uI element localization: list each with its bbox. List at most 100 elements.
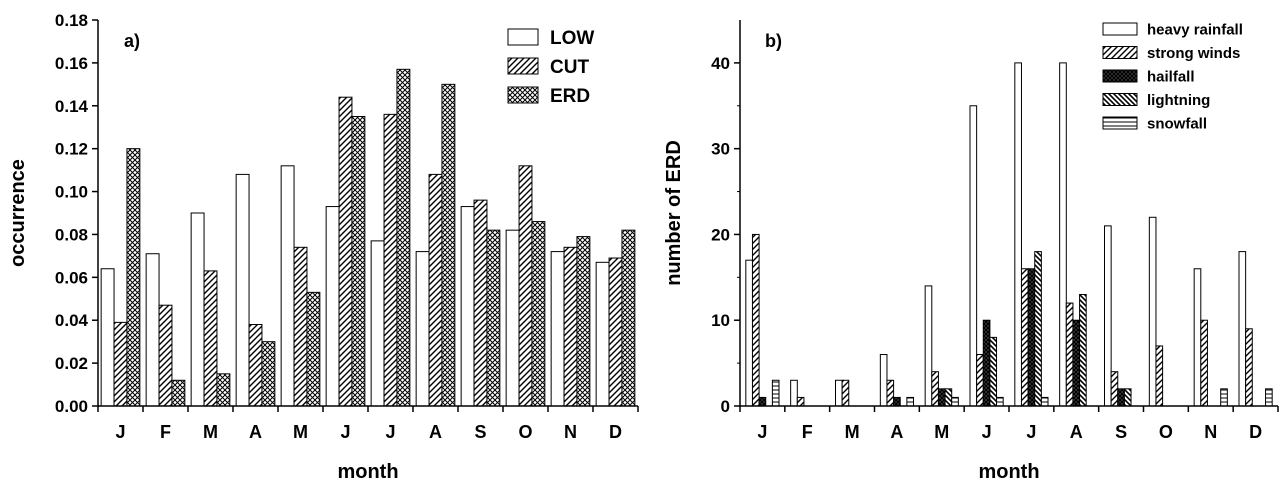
bar (1110, 371, 1119, 407)
legend-swatch (1102, 69, 1138, 83)
bar (1155, 345, 1164, 407)
bar (486, 229, 501, 407)
legend-swatch (507, 86, 539, 104)
bar (203, 270, 218, 407)
legend-label: lightning (1147, 92, 1210, 109)
x-tick-label: J (340, 422, 350, 442)
x-tick-label: A (249, 422, 262, 442)
bar (1034, 251, 1042, 407)
bar (1104, 225, 1112, 407)
bar (835, 379, 843, 407)
x-tick-label: M (203, 422, 218, 442)
x-tick-label: J (115, 422, 125, 442)
y-tick-label: 0.14 (55, 97, 89, 116)
bar (428, 173, 443, 407)
panel-label: b) (765, 31, 782, 51)
legend-label: LOW (550, 28, 594, 49)
legend-swatch (1102, 116, 1138, 130)
legend-swatch (507, 57, 539, 75)
legend-label: CUT (550, 57, 589, 78)
bar (621, 229, 636, 407)
bar (1123, 388, 1132, 407)
bar (1079, 293, 1087, 407)
bar (1059, 62, 1067, 407)
legend-swatch (1102, 93, 1138, 106)
x-tick-label: M (293, 422, 308, 442)
x-tick-label: S (1115, 422, 1127, 442)
bar (771, 379, 780, 407)
y-tick-label: 30 (711, 140, 730, 159)
bar (190, 212, 205, 407)
x-tick-label: J (757, 422, 767, 442)
bar (280, 165, 295, 407)
x-axis-label: month (337, 461, 398, 483)
bar (576, 236, 591, 407)
x-tick-label: O (1159, 422, 1173, 442)
legend-swatch (1102, 46, 1138, 59)
bar (976, 354, 984, 407)
bar (145, 253, 160, 407)
x-tick-label: A (1070, 422, 1083, 442)
x-tick-label: S (474, 422, 486, 442)
bar (441, 83, 456, 407)
bar (931, 371, 939, 407)
bar (325, 206, 340, 407)
legend-swatch (1102, 22, 1138, 36)
x-tick-label: A (429, 422, 442, 442)
bar (893, 396, 901, 407)
bar (1020, 268, 1029, 407)
bar (216, 373, 231, 407)
legend-label: strong winds (1147, 45, 1240, 62)
bar (248, 324, 263, 407)
bar (235, 173, 250, 407)
x-tick-label: D (609, 422, 622, 442)
bar (951, 396, 959, 407)
bar (1265, 388, 1273, 407)
bar (1148, 216, 1157, 407)
x-tick-label: N (1204, 422, 1217, 442)
y-tick-label: 0 (721, 397, 730, 416)
y-tick-label: 0.00 (55, 397, 88, 416)
bar (1117, 388, 1125, 407)
bar (370, 240, 385, 407)
legend-swatch (507, 28, 539, 46)
bar (944, 388, 953, 407)
bar (1065, 302, 1074, 407)
y-tick-label: 0.18 (55, 11, 88, 30)
bar (982, 319, 991, 407)
bar (396, 68, 411, 407)
bar (751, 233, 760, 407)
bar (879, 354, 888, 407)
x-tick-label: M (845, 422, 860, 442)
bar (306, 291, 321, 407)
bar (996, 396, 1004, 407)
bar (261, 341, 276, 407)
bar (969, 105, 978, 407)
bar (745, 259, 753, 407)
y-tick-label: 0.16 (55, 54, 88, 73)
bar (758, 396, 767, 407)
x-tick-label: F (160, 422, 171, 442)
y-tick-label: 0.10 (55, 183, 88, 202)
bar (383, 113, 398, 407)
bar (1193, 268, 1202, 407)
bar (608, 257, 623, 407)
x-tick-label: M (934, 422, 949, 442)
legend: LOW CUT ERD (507, 28, 594, 107)
bar (1200, 319, 1208, 407)
bar (460, 206, 475, 407)
bar (886, 379, 895, 407)
y-axis-label: number of ERD (663, 140, 685, 286)
legend-label: hailfall (1147, 68, 1195, 85)
bar (338, 96, 353, 407)
y-tick-label: 0.06 (55, 268, 88, 287)
bar (906, 396, 915, 407)
bar (924, 285, 933, 407)
bar (563, 246, 578, 407)
x-tick-label: D (1249, 422, 1262, 442)
x-tick-label: A (890, 422, 903, 442)
legend-label: heavy rainfall (1147, 21, 1243, 38)
bar (351, 116, 366, 407)
